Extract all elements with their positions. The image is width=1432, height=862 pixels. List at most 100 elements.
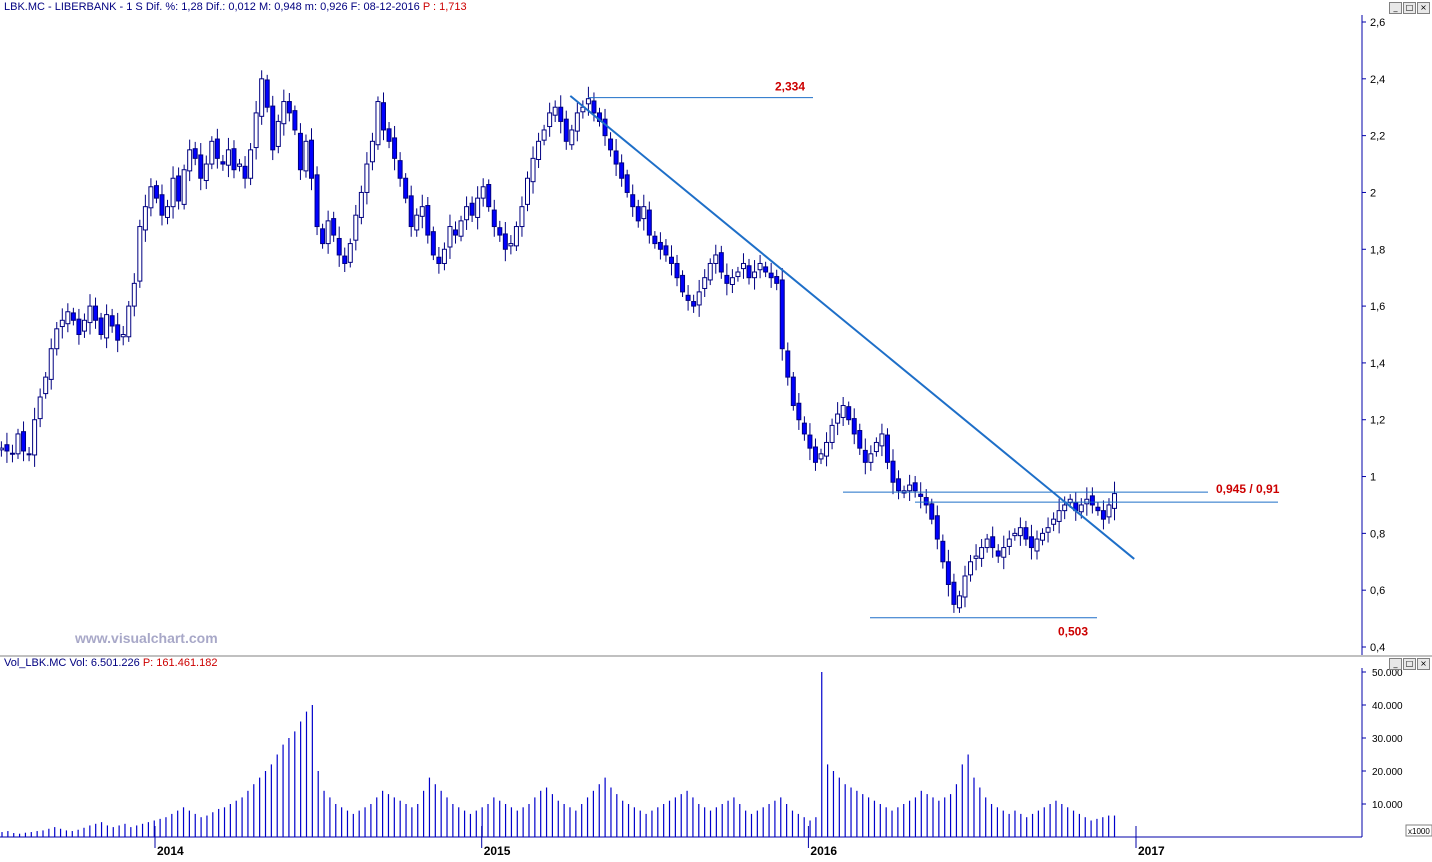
candle xyxy=(1089,487,1095,514)
candle xyxy=(1006,530,1012,555)
candle xyxy=(1045,517,1051,543)
candle xyxy=(541,124,547,146)
candle xyxy=(923,489,929,514)
volume-tick-label: 10.000 xyxy=(1372,800,1403,811)
price-tick-label: 1,4 xyxy=(1370,358,1385,370)
candle xyxy=(231,140,237,179)
candle xyxy=(951,573,957,613)
candle xyxy=(93,297,99,329)
candle xyxy=(613,139,619,176)
candle xyxy=(519,196,525,237)
candle xyxy=(104,304,110,349)
price-tick-label: 2,6 xyxy=(1370,17,1385,29)
candle xyxy=(552,100,558,122)
candle xyxy=(1023,520,1029,546)
candle xyxy=(846,401,852,425)
header-field-4: F: 08-12-2016 xyxy=(347,1,420,13)
candle xyxy=(774,269,780,291)
candle xyxy=(303,134,309,178)
candle xyxy=(159,184,165,226)
candle xyxy=(32,407,38,467)
candle xyxy=(995,544,1001,563)
candle xyxy=(702,269,708,297)
candle xyxy=(1100,500,1106,530)
candle xyxy=(580,100,586,119)
candle xyxy=(347,238,353,268)
x-axis: 2014 2015 2016 2017 xyxy=(0,826,1362,858)
candle xyxy=(497,220,503,242)
candle xyxy=(724,263,730,296)
price-panel: 2,6 2,4 2,2 2 1,8 1,6 1,4 1,2 1 0,8 0,6 0,4 2,334 0,… xyxy=(0,15,1385,655)
candle xyxy=(209,136,215,170)
price-tick-label: 0,8 xyxy=(1370,528,1385,540)
candle xyxy=(131,273,137,317)
volume-close-button[interactable]: × xyxy=(1417,658,1430,670)
price-restore-button[interactable]: □ xyxy=(1403,2,1416,14)
candle xyxy=(962,565,968,608)
candle xyxy=(785,342,791,386)
candle xyxy=(225,137,231,178)
candle xyxy=(115,312,121,353)
candle xyxy=(918,482,924,509)
candle xyxy=(21,421,27,462)
price-minimize-button[interactable]: _ xyxy=(1389,2,1402,14)
candle xyxy=(1056,498,1062,534)
candle xyxy=(392,125,398,171)
candle xyxy=(430,226,436,261)
candle xyxy=(270,95,276,161)
candle xyxy=(1012,528,1018,541)
candle xyxy=(857,423,863,455)
candle xyxy=(165,199,171,225)
candle xyxy=(98,312,104,340)
candle xyxy=(237,158,243,172)
price-close-button[interactable]: × xyxy=(1417,2,1430,14)
candle xyxy=(386,122,392,149)
volume-restore-button[interactable]: □ xyxy=(1403,658,1416,670)
candle xyxy=(9,444,15,463)
candle xyxy=(563,110,569,150)
candle xyxy=(76,308,82,345)
candle xyxy=(652,231,658,249)
candle xyxy=(641,194,647,231)
candle xyxy=(812,438,818,471)
volume-minimize-button[interactable]: _ xyxy=(1389,658,1402,670)
candle xyxy=(940,534,946,569)
candle xyxy=(15,428,21,459)
candle xyxy=(779,268,785,361)
candle xyxy=(286,93,292,122)
volume-header-name: Vol_LBK.MC xyxy=(4,657,67,669)
candle xyxy=(912,475,918,498)
candle xyxy=(309,128,315,191)
candle xyxy=(419,194,425,229)
candle xyxy=(696,279,702,317)
candle xyxy=(824,432,830,467)
candle xyxy=(336,226,342,267)
candle xyxy=(968,554,974,582)
candle xyxy=(663,239,669,262)
candle xyxy=(358,185,364,225)
candle xyxy=(491,199,497,237)
candle xyxy=(818,448,824,465)
annotation-label: 0,503 xyxy=(1058,625,1088,639)
x-tick-label: 2016 xyxy=(810,844,837,857)
candle xyxy=(602,108,608,146)
candle xyxy=(873,437,879,457)
candle xyxy=(896,470,902,500)
candle xyxy=(1051,512,1057,532)
candle xyxy=(81,313,87,338)
candle xyxy=(464,196,470,230)
candle xyxy=(840,397,846,426)
candle xyxy=(530,146,536,194)
candle xyxy=(447,214,453,259)
candle xyxy=(763,261,769,278)
volume-tick-label: 50.000 xyxy=(1372,668,1403,679)
volume-scale-box xyxy=(1405,824,1432,837)
candle xyxy=(59,308,65,339)
candle xyxy=(956,590,962,613)
volume-tick-label: 30.000 xyxy=(1372,734,1403,745)
price-tick-label: 0,6 xyxy=(1370,585,1385,597)
candle xyxy=(1112,481,1118,521)
candle xyxy=(397,152,403,187)
x-tick-label: 2017 xyxy=(1138,844,1165,857)
volume-panel: 50.000 40.000 30.000 20.000 10.000 x1000 xyxy=(1,668,1432,837)
